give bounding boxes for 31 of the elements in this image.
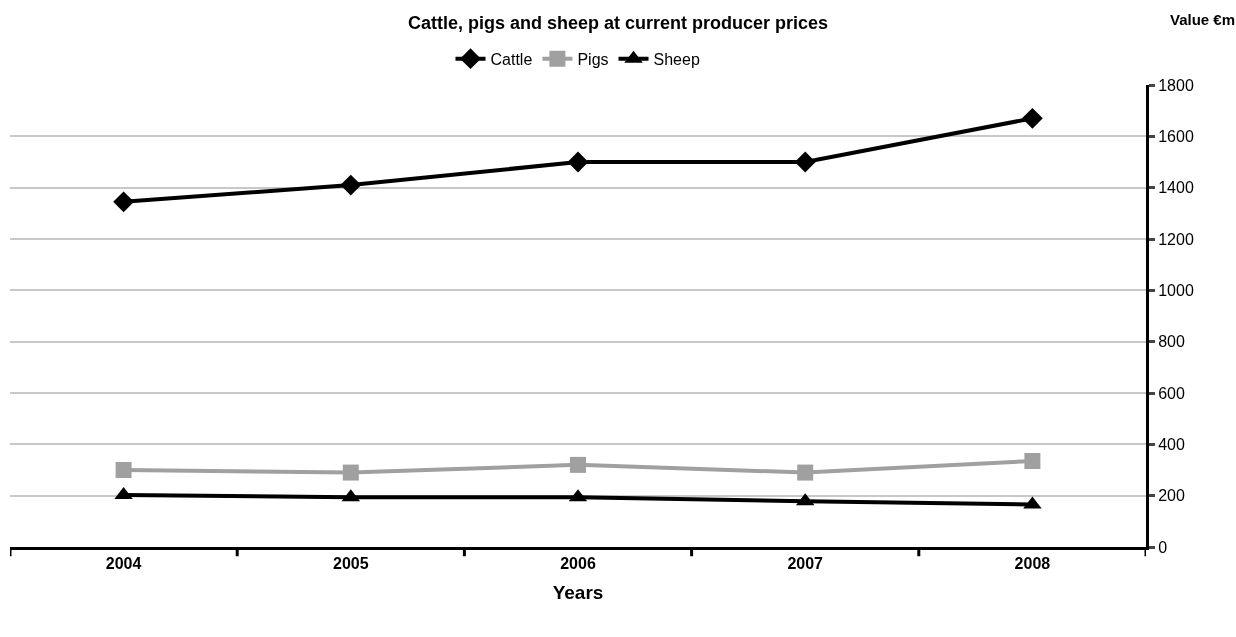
y-tick-label: 200 xyxy=(1158,487,1185,505)
x-axis-title: Years xyxy=(552,582,604,603)
point xyxy=(794,151,816,173)
x-tick-label: 2007 xyxy=(787,555,824,573)
y-tick-label: 1800 xyxy=(1158,76,1194,94)
y-tick-label: 1200 xyxy=(1158,230,1194,248)
point xyxy=(797,464,814,481)
y-tick-label: 1000 xyxy=(1158,281,1194,299)
point xyxy=(340,174,362,196)
point xyxy=(570,456,586,473)
x-tick-label: 2004 xyxy=(105,555,142,573)
y-axis-title: Value €m xyxy=(1170,11,1236,28)
point xyxy=(342,464,359,481)
legend-label: Cattle xyxy=(490,50,533,68)
y-tick-label: 800 xyxy=(1158,333,1185,351)
y-tick-label: 1400 xyxy=(1158,179,1194,197)
legend-label: Sheep xyxy=(653,50,700,68)
y-tick-label: 400 xyxy=(1158,435,1185,453)
y-tick-label: 0 xyxy=(1158,538,1168,556)
x-tick-label: 2005 xyxy=(333,555,369,573)
legend-label: Pigs xyxy=(577,50,609,68)
y-tick-label: 600 xyxy=(1158,384,1185,402)
x-tick-label: 2006 xyxy=(560,555,596,573)
point xyxy=(1024,453,1041,470)
point xyxy=(567,151,589,173)
point xyxy=(1022,107,1043,129)
chart-title: Cattle, pigs and sheep at current producer prices xyxy=(407,12,829,33)
y-tick-label: 1600 xyxy=(1158,127,1194,145)
x-tick-label: 2008 xyxy=(1014,555,1051,573)
point xyxy=(113,191,134,213)
point xyxy=(115,462,132,478)
